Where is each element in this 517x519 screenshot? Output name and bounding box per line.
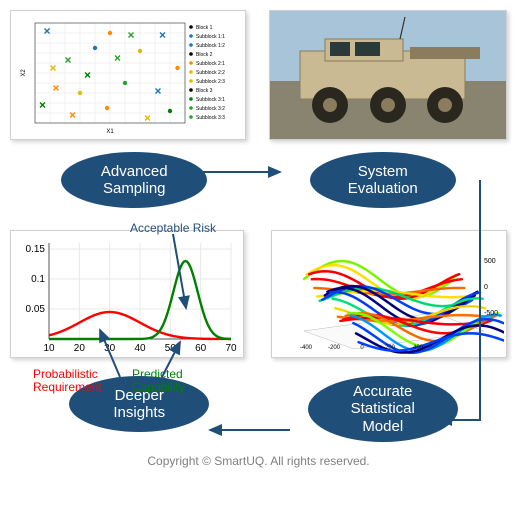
top-row: X1 X2 Block 1 Subblock 1:1 Subblock 1:2 Block… [10, 10, 507, 140]
svg-text:Block 3: Block 3 [196, 88, 213, 94]
ellipse-advanced-sampling: AdvancedSampling [61, 152, 207, 208]
svg-text:30: 30 [104, 343, 116, 354]
scatter-panel: X1 X2 Block 1 Subblock 1:1 Subblock 1:2 Block… [10, 10, 246, 140]
svg-text:Subblock 2:1: Subblock 2:1 [196, 61, 225, 67]
vehicle-panel [269, 10, 507, 140]
svg-text:500: 500 [484, 258, 496, 265]
svg-text:0: 0 [484, 284, 488, 291]
svg-text:0.05: 0.05 [26, 304, 46, 315]
bottom-row: 0.05 0.1 0.15 10 20 30 40 50 60 70 -500 0 500 -400 -2… [10, 230, 507, 358]
svg-text:200: 200 [385, 345, 396, 351]
footer-copyright: Copyright © SmartUQ. All rights reserved… [10, 454, 507, 468]
svg-text:0.15: 0.15 [26, 244, 46, 255]
bell-panel: 0.05 0.1 0.15 10 20 30 40 50 60 70 [10, 230, 244, 358]
label-acceptable-risk: Acceptable Risk [130, 222, 216, 234]
svg-text:Subblock 2:2: Subblock 2:2 [196, 70, 225, 76]
svg-text:-200: -200 [328, 345, 341, 351]
svg-text:Subblock 3:1: Subblock 3:1 [196, 97, 225, 103]
svg-text:20: 20 [74, 343, 86, 354]
ellipse-accurate-statistical-model: AccurateStatisticalModel [308, 376, 458, 442]
svg-text:Subblock 1:1: Subblock 1:1 [196, 34, 225, 40]
ellipse-row-top: AdvancedSampling SystemEvaluation [10, 152, 507, 208]
svg-text:0.1: 0.1 [31, 274, 45, 285]
svg-text:400: 400 [413, 345, 424, 351]
svg-text:-400: -400 [300, 345, 313, 351]
svg-text:40: 40 [134, 343, 146, 354]
label-probabilistic-requirement: ProbabilisticRequirement [33, 368, 102, 394]
svg-text:Subblock 3:2: Subblock 3:2 [196, 106, 225, 112]
svg-text:X1: X1 [106, 129, 114, 135]
svg-text:70: 70 [225, 343, 237, 354]
svg-text:60: 60 [195, 343, 207, 354]
svg-text:10: 10 [43, 343, 55, 354]
svg-text:Subblock 2:3: Subblock 2:3 [196, 79, 225, 85]
svg-text:Block 1: Block 1 [196, 25, 213, 31]
surface-panel: -5000500-400-2000200400 [271, 230, 507, 358]
ellipse-system-evaluation: SystemEvaluation [310, 152, 456, 208]
svg-text:Block 2: Block 2 [196, 52, 213, 58]
svg-text:Subblock 1:2: Subblock 1:2 [196, 43, 225, 49]
svg-text:50: 50 [165, 343, 177, 354]
svg-text:-500: -500 [484, 310, 498, 317]
svg-text:X2: X2 [21, 69, 27, 77]
label-predicted-capability: PredictedCapability [132, 368, 185, 394]
svg-text:Subblock 3:3: Subblock 3:3 [196, 115, 225, 121]
